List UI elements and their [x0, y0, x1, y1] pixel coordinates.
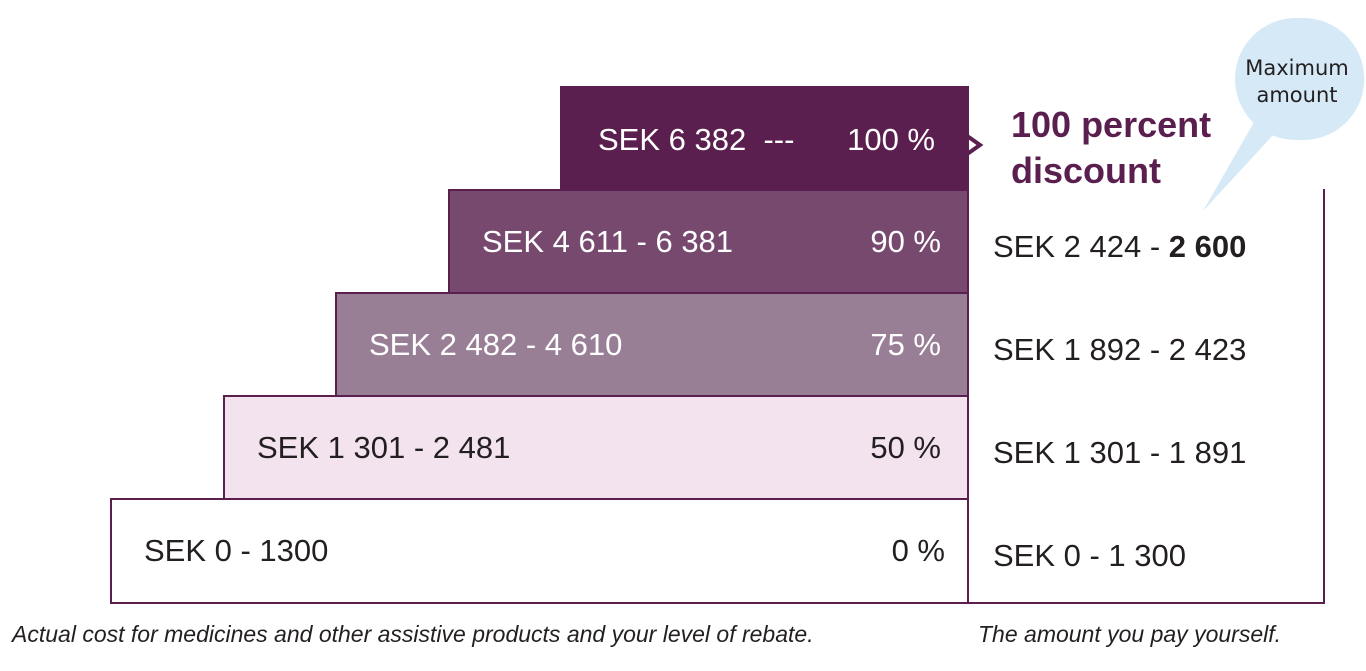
bubble-label: Maximum amount	[1236, 55, 1358, 109]
discount-label-line2: discount	[1011, 150, 1161, 191]
speech-bubble-icon	[1203, 18, 1365, 211]
caption-left: Actual cost for medicines and other assi…	[12, 621, 814, 647]
tier-range: SEK 0 - 1300	[144, 533, 329, 568]
discount-label-line1: 100 percent	[1011, 104, 1212, 145]
pay-amount-row: SEK 1 301 - 1 891	[993, 435, 1247, 470]
max-amount-value: 2 600	[1168, 229, 1247, 264]
tier-percent: 0 %	[891, 533, 945, 568]
pay-yourself-column	[967, 189, 1325, 604]
discount-label: 100 percent discount	[1011, 102, 1211, 194]
tier-range: SEK 6 382 ---	[598, 121, 795, 157]
tier-percent: 75 %	[870, 326, 941, 362]
tier-range: SEK 4 611 - 6 381	[482, 223, 734, 259]
tier-range: SEK 1 301 - 2 481	[257, 429, 511, 465]
tier-percent: 50 %	[870, 429, 941, 465]
tier-0-percent: SEK 0 - 1300 0 %	[110, 498, 969, 604]
chevron-right-icon	[951, 124, 984, 166]
tier-range: SEK 2 482 - 4 610	[369, 326, 623, 362]
pay-amount-row: SEK 0 - 1 300	[993, 538, 1187, 573]
tier-50-percent: SEK 1 301 - 2 481 50 %	[223, 395, 969, 500]
tier-75-percent: SEK 2 482 - 4 610 75 %	[335, 292, 969, 397]
pay-amount-text: SEK 2 424 -	[993, 229, 1169, 264]
bubble-line2: amount	[1256, 83, 1338, 107]
pay-amount-row: SEK 2 424 - 2 600	[993, 229, 1246, 265]
bubble-line1: Maximum	[1245, 56, 1349, 80]
tier-percent: 100 %	[847, 121, 935, 157]
tier-90-percent: SEK 4 611 - 6 381 90 %	[448, 189, 969, 294]
tier-100-percent: SEK 6 382 --- 100 %	[560, 86, 969, 191]
pay-amount-row: SEK 1 892 - 2 423	[993, 332, 1247, 367]
caption-right: The amount you pay yourself.	[978, 621, 1281, 647]
tier-percent: 90 %	[870, 223, 941, 259]
